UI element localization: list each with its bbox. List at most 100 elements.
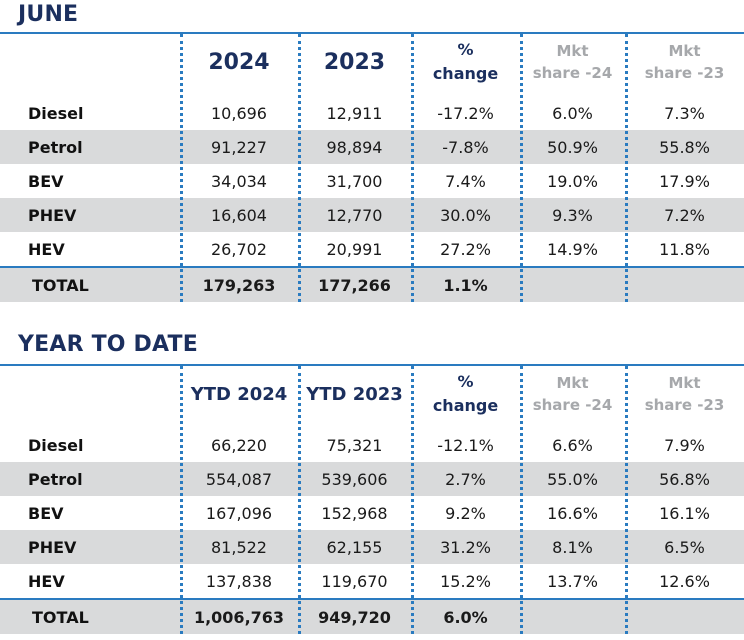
header-pct-change: % change (432, 40, 499, 83)
cell-share-23: 16.1% (659, 503, 710, 523)
cell-2023: 98,894 (326, 137, 383, 157)
header-2024: 2024 (208, 49, 270, 75)
column-divider (180, 34, 183, 302)
table-row: HEV 137,838 119,670 15.2% 13.7% 12.6% (0, 564, 744, 598)
table-row: BEV 167,096 152,968 9.2% 16.6% 16.1% (0, 496, 744, 530)
table-row: PHEV 16,604 12,770 30.0% 9.3% 7.2% (0, 198, 744, 232)
table-row: Petrol 91,227 98,894 -7.8% 50.9% 55.8% (0, 130, 744, 164)
cell-2024: 26,702 (211, 239, 267, 259)
cell-2023: 119,670 (321, 571, 388, 591)
cell-2024: 554,087 (205, 469, 273, 489)
cell-2023: 12,770 (326, 205, 383, 225)
cell-2023: 152,968 (321, 503, 388, 523)
total-label: TOTAL (32, 275, 89, 295)
header-ytd-2023: YTD 2023 (306, 383, 403, 405)
row-label: HEV (28, 571, 65, 591)
column-divider (298, 34, 301, 302)
cell-2023: 20,991 (326, 239, 383, 259)
cell-2024: 91,227 (211, 137, 267, 157)
column-divider (411, 366, 414, 634)
cell-share-24: 16.6% (547, 503, 598, 523)
cell-share-23: 7.2% (664, 205, 705, 225)
cell-change: -12.1% (437, 435, 494, 455)
column-divider (520, 366, 523, 634)
cell-change: 15.2% (440, 571, 491, 591)
cell-2023: 31,700 (326, 171, 383, 191)
total-row: TOTAL 179,263 177,266 1.1% (0, 266, 744, 302)
header-pct-change: % change (432, 372, 499, 415)
cell-share-23: 6.5% (664, 537, 705, 557)
total-2023: 949,720 (318, 607, 391, 627)
row-label: Diesel (28, 435, 84, 455)
section-title-june: JUNE (18, 2, 79, 27)
total-2024: 1,006,763 (193, 607, 285, 627)
cell-change: 9.2% (445, 503, 486, 523)
table-row: HEV 26,702 20,991 27.2% 14.9% 11.8% (0, 232, 744, 266)
row-label: Petrol (28, 137, 83, 157)
header-mkt-share-23: Mkt share -23 (644, 42, 725, 82)
row-label: Petrol (28, 469, 83, 489)
header-2023: 2023 (323, 49, 386, 75)
cell-2024: 10,696 (211, 103, 267, 123)
header-row: YTD 2024 YTD 2023 % change Mkt share -24 M… (0, 366, 744, 422)
cell-share-24: 50.9% (547, 137, 598, 157)
cell-share-24: 14.9% (547, 239, 598, 259)
cell-change: 27.2% (440, 239, 491, 259)
cell-change: -7.8% (442, 137, 489, 157)
cell-change: 31.2% (440, 537, 491, 557)
section-title-ytd: YEAR TO DATE (18, 332, 198, 357)
ytd-table: YTD 2024 YTD 2023 % change Mkt share -24 M… (0, 364, 744, 634)
column-divider (520, 34, 523, 302)
total-change: 6.0% (443, 607, 488, 627)
cell-2024: 16,604 (211, 205, 267, 225)
cell-share-24: 9.3% (552, 205, 593, 225)
total-2023: 177,266 (318, 275, 391, 295)
cell-share-24: 8.1% (552, 537, 593, 557)
column-divider (298, 366, 301, 634)
cell-share-23: 55.8% (659, 137, 710, 157)
cell-change: 2.7% (445, 469, 486, 489)
row-label: PHEV (28, 205, 77, 225)
row-label: BEV (28, 503, 64, 523)
cell-change: -17.2% (437, 103, 494, 123)
row-label: Diesel (28, 103, 84, 123)
june-table: 2024 2023 % change Mkt share -24 Mkt share … (0, 32, 744, 302)
total-2024: 179,263 (202, 275, 276, 295)
header-mkt-share-24: Mkt share -24 (532, 374, 613, 414)
header-mkt-share-23: Mkt share -23 (644, 374, 725, 414)
table-row: PHEV 81,522 62,155 31.2% 8.1% 6.5% (0, 530, 744, 564)
cell-change: 7.4% (445, 171, 486, 191)
column-divider (625, 34, 628, 302)
total-change: 1.1% (443, 275, 488, 295)
cell-share-23: 56.8% (659, 469, 710, 489)
table-row: BEV 34,034 31,700 7.4% 19.0% 17.9% (0, 164, 744, 198)
cell-share-24: 55.0% (547, 469, 598, 489)
cell-share-23: 7.9% (664, 435, 705, 455)
column-divider (625, 366, 628, 634)
total-row: TOTAL 1,006,763 949,720 6.0% (0, 598, 744, 634)
table-row: Diesel 66,220 75,321 -12.1% 6.6% 7.9% (0, 428, 744, 462)
row-label: BEV (28, 171, 64, 191)
table-row: Diesel 10,696 12,911 -17.2% 6.0% 7.3% (0, 96, 744, 130)
total-label: TOTAL (32, 607, 89, 627)
column-divider (411, 34, 414, 302)
cell-2024: 81,522 (211, 537, 267, 557)
cell-share-24: 13.7% (547, 571, 598, 591)
cell-2024: 137,838 (205, 571, 273, 591)
cell-2023: 62,155 (326, 537, 383, 557)
row-label: HEV (28, 239, 65, 259)
header-mkt-share-24: Mkt share -24 (532, 42, 613, 82)
cell-share-24: 6.6% (552, 435, 593, 455)
cell-share-24: 19.0% (547, 171, 598, 191)
cell-2023: 75,321 (326, 435, 383, 455)
cell-share-24: 6.0% (552, 103, 593, 123)
header-row: 2024 2023 % change Mkt share -24 Mkt share … (0, 34, 744, 90)
header-ytd-2024: YTD 2024 (190, 383, 288, 405)
column-divider (180, 366, 183, 634)
cell-share-23: 7.3% (664, 103, 705, 123)
cell-share-23: 17.9% (659, 171, 710, 191)
cell-2024: 167,096 (205, 503, 273, 523)
cell-2023: 12,911 (326, 103, 383, 123)
cell-share-23: 11.8% (659, 239, 710, 259)
cell-2023: 539,606 (321, 469, 388, 489)
